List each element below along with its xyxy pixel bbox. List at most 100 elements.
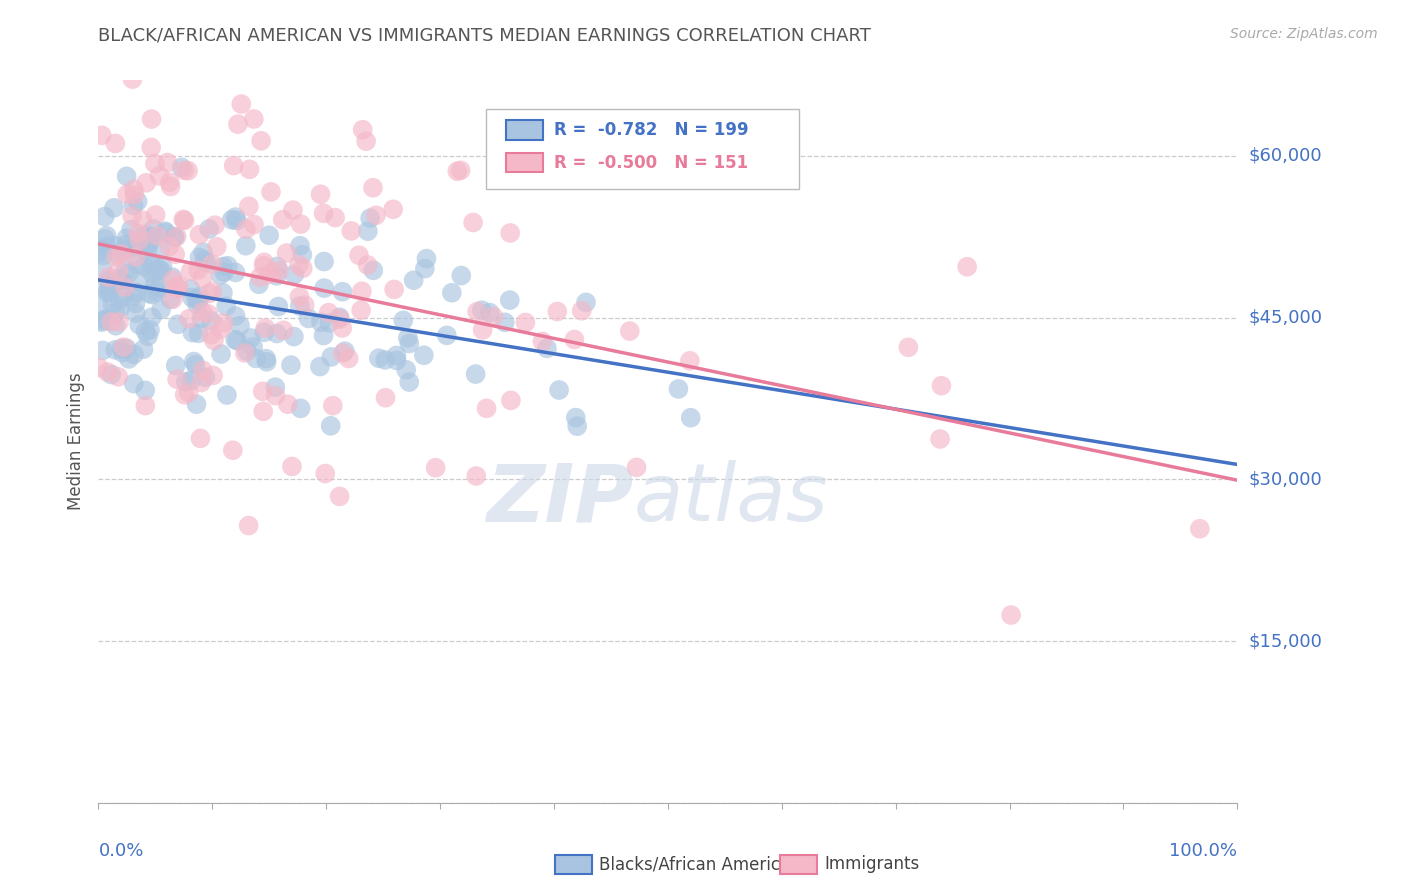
Point <box>229 318 252 333</box>
Point <box>110 247 132 261</box>
Point <box>98 285 121 300</box>
Point <box>252 384 274 399</box>
Point <box>166 372 188 386</box>
Point <box>148 280 170 294</box>
Point <box>281 203 304 218</box>
Point <box>94 232 117 246</box>
Point <box>340 224 363 238</box>
Point <box>253 255 276 269</box>
Point <box>322 399 344 413</box>
Point <box>249 270 271 285</box>
Point <box>167 278 190 293</box>
Point <box>475 401 498 416</box>
Point <box>396 331 419 345</box>
Point <box>385 353 408 368</box>
Point <box>262 266 284 280</box>
Point <box>115 231 138 245</box>
Point <box>333 344 356 359</box>
Point <box>187 326 209 341</box>
Point <box>312 254 335 268</box>
Point <box>239 331 262 345</box>
Point <box>121 209 143 223</box>
Point <box>90 279 112 293</box>
Point <box>188 251 211 265</box>
Point <box>110 274 132 288</box>
Point <box>124 250 146 264</box>
Point <box>242 340 264 354</box>
Point <box>222 443 245 458</box>
Point <box>104 343 127 357</box>
Point <box>499 226 522 240</box>
Point <box>166 229 188 244</box>
Point <box>318 316 340 330</box>
Point <box>266 260 288 274</box>
Point <box>225 210 247 224</box>
Point <box>118 351 141 366</box>
Point <box>97 285 120 300</box>
Point <box>125 306 148 320</box>
Point <box>159 175 181 189</box>
Text: 100.0%: 100.0% <box>1170 842 1237 860</box>
Point <box>312 206 335 220</box>
Point <box>107 263 129 277</box>
Point <box>235 222 257 236</box>
Text: atlas: atlas <box>634 460 828 539</box>
Point <box>93 210 115 224</box>
Point <box>118 266 141 280</box>
Point <box>252 259 274 273</box>
Point <box>260 185 283 199</box>
Point <box>149 243 172 257</box>
Point <box>190 311 212 326</box>
Point <box>173 163 195 178</box>
Point <box>330 321 353 335</box>
Point <box>96 365 118 379</box>
Point <box>100 368 122 382</box>
Point <box>173 213 195 227</box>
Point <box>361 180 384 194</box>
Point <box>125 240 148 254</box>
Text: Source: ZipAtlas.com: Source: ZipAtlas.com <box>1230 27 1378 41</box>
Point <box>115 187 138 202</box>
Point <box>515 316 537 330</box>
Point <box>243 112 266 126</box>
Point <box>294 298 316 312</box>
Point <box>128 274 150 288</box>
Point <box>87 360 110 375</box>
Point <box>104 305 127 319</box>
Point <box>367 351 389 366</box>
Point <box>309 359 332 374</box>
Point <box>318 306 340 320</box>
Point <box>212 265 235 279</box>
Point <box>238 199 260 213</box>
Point <box>121 72 143 87</box>
Text: 0.0%: 0.0% <box>98 842 143 860</box>
Point <box>141 229 163 244</box>
Point <box>321 350 343 364</box>
Point <box>354 134 377 148</box>
Point <box>162 270 184 285</box>
Point <box>120 222 142 236</box>
Y-axis label: Median Earnings: Median Earnings <box>66 373 84 510</box>
Point <box>96 239 118 253</box>
Point <box>117 241 139 255</box>
Point <box>567 419 589 434</box>
Point <box>264 389 287 403</box>
Text: $60,000: $60,000 <box>1249 147 1322 165</box>
Point <box>352 122 374 136</box>
Point <box>291 248 314 262</box>
Point <box>131 213 153 227</box>
Point <box>163 229 186 244</box>
Point <box>288 290 311 304</box>
Point <box>226 117 249 131</box>
Point <box>138 286 160 301</box>
Point <box>231 97 253 112</box>
Point <box>204 218 226 232</box>
Point <box>392 313 415 327</box>
Point <box>350 303 373 318</box>
Point <box>122 198 145 212</box>
Point <box>425 460 447 475</box>
Point <box>127 194 149 209</box>
Text: ZIP: ZIP <box>486 460 634 539</box>
Point <box>132 229 155 244</box>
Point <box>212 260 235 274</box>
